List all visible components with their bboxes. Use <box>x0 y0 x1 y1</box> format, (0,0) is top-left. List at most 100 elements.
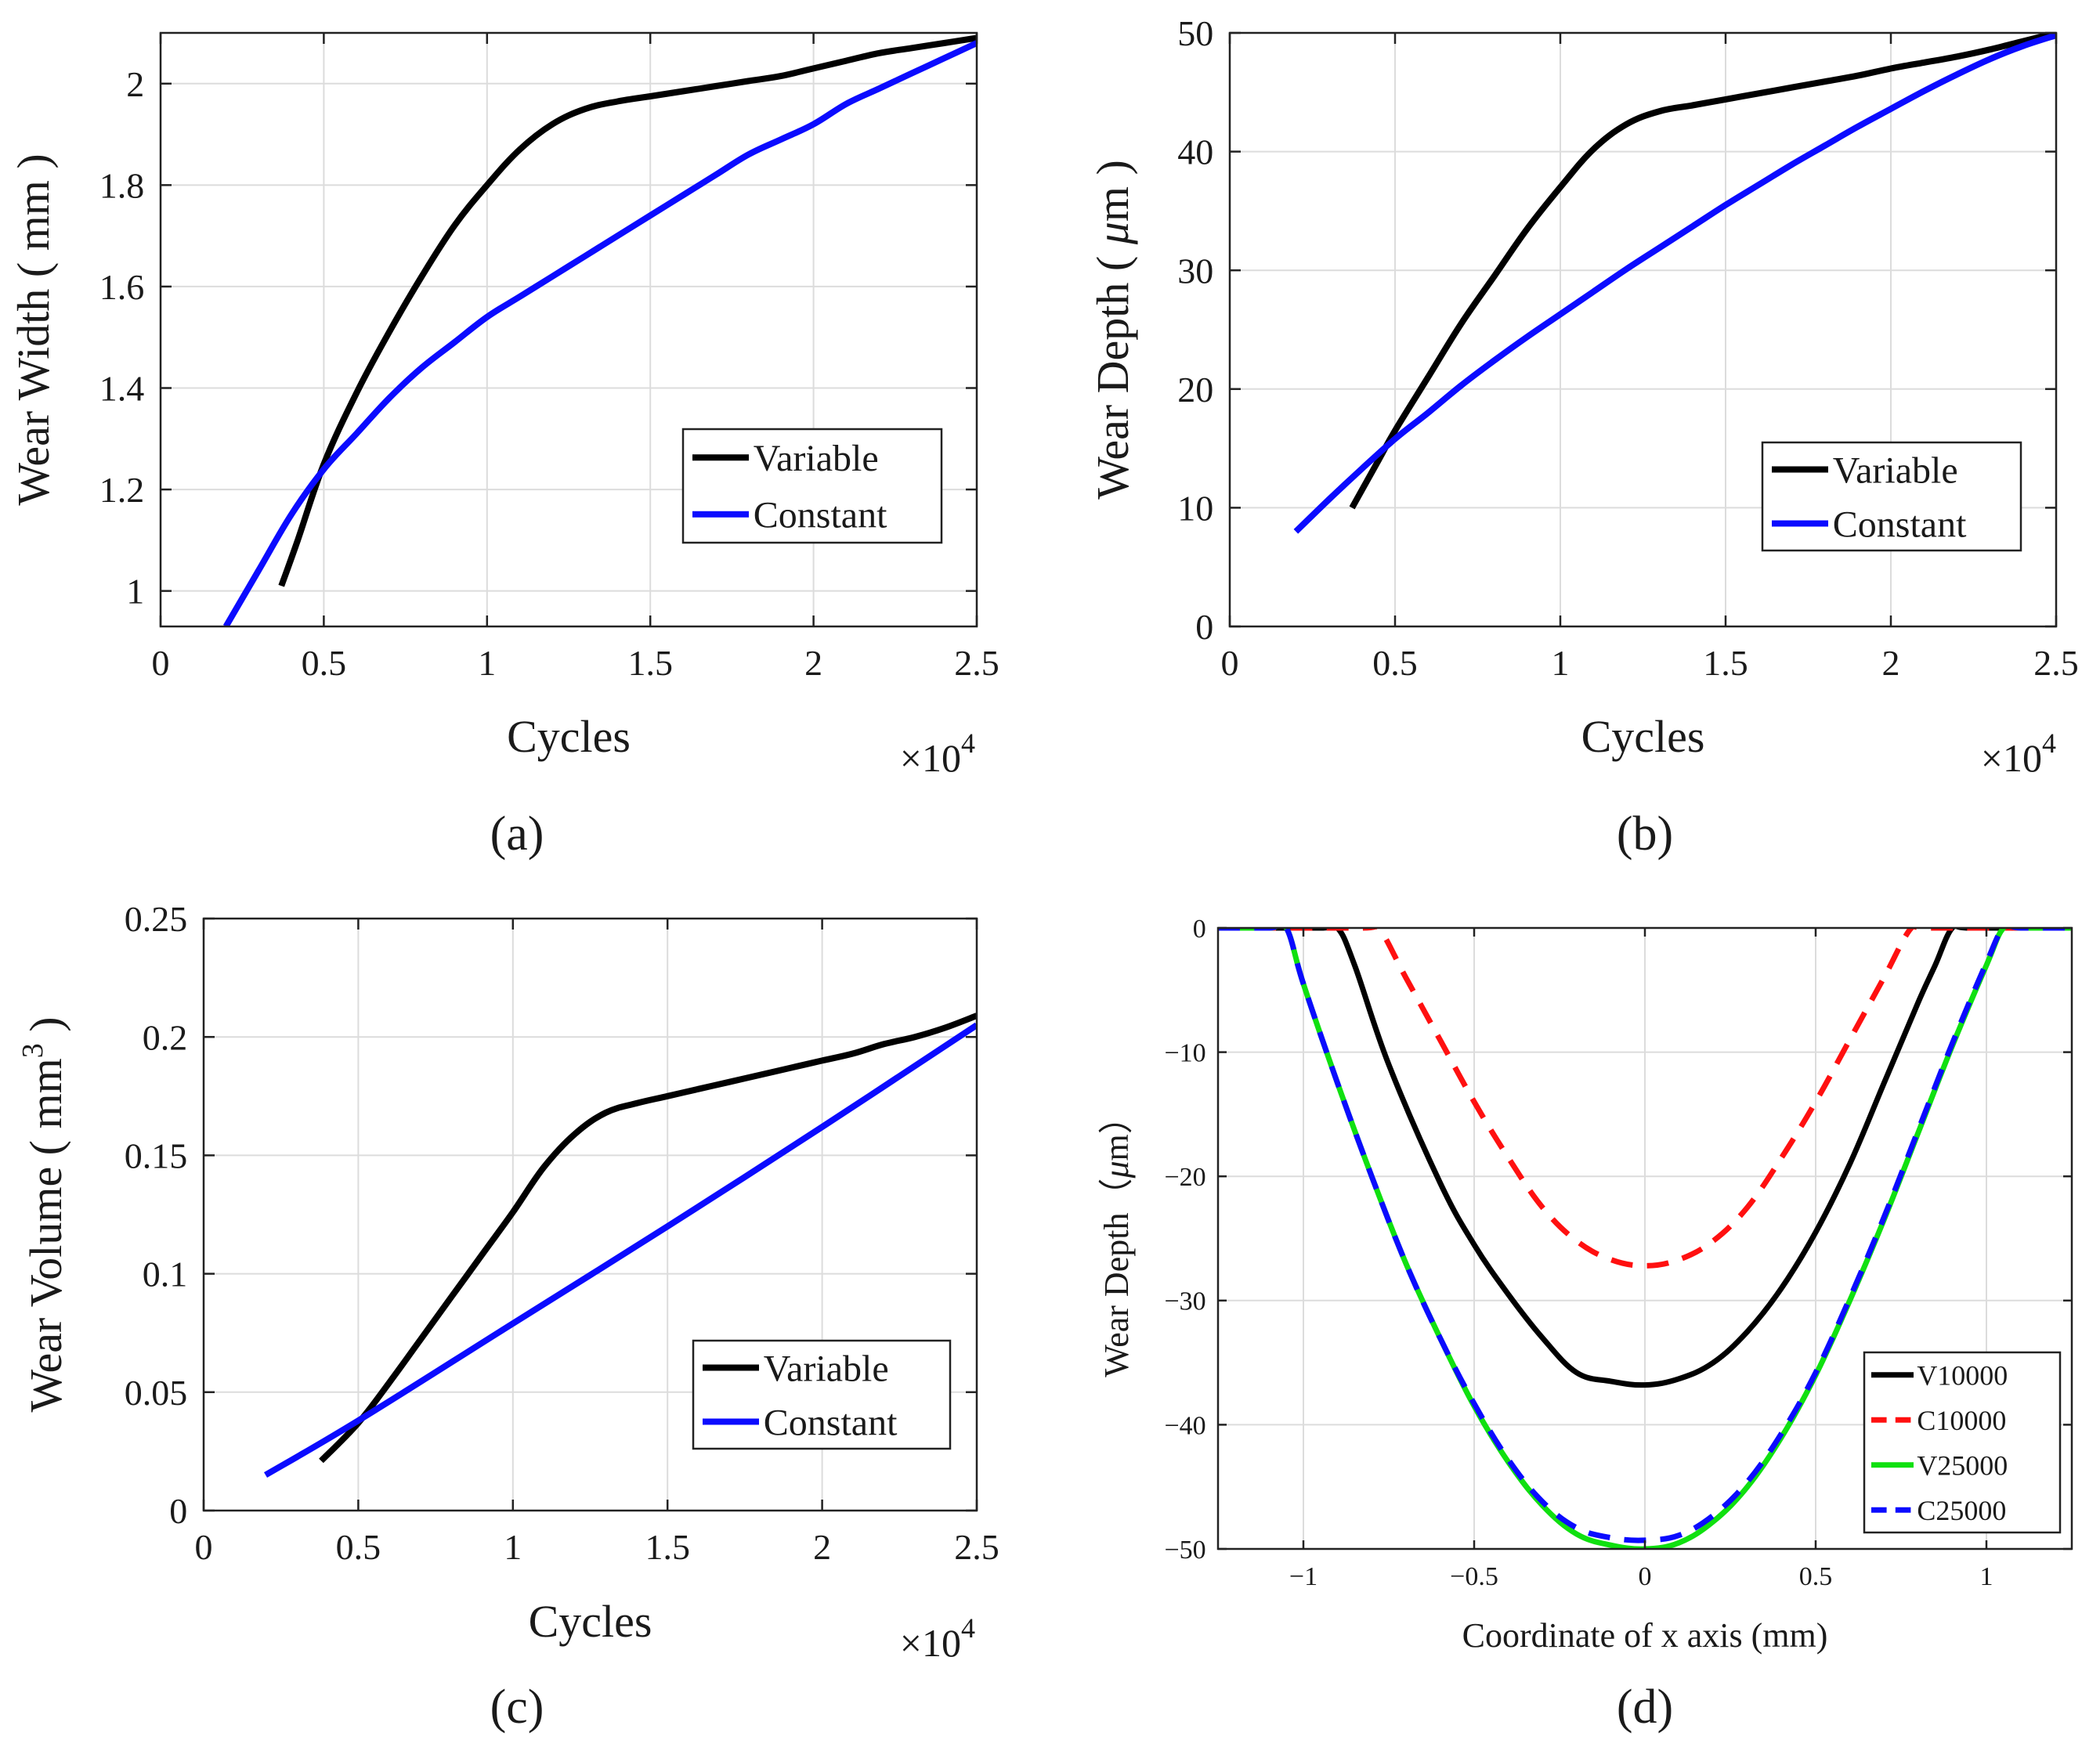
series-line-constant <box>263 1022 977 1478</box>
ticks <box>1218 926 2072 1550</box>
x-exponent-power: 4 <box>961 727 975 759</box>
y-axis-label-superscript: 3 <box>16 1043 49 1058</box>
y-tick-label: 0.25 <box>125 899 188 939</box>
series-line-variable <box>319 1013 977 1464</box>
x-axis-label: Cycles <box>529 1596 652 1647</box>
y-axis-label-end: ) <box>20 1016 71 1043</box>
x-tick-label: 0.5 <box>1372 643 1418 683</box>
legend-label-variable: Variable <box>764 1348 889 1389</box>
x-tick-label: 1.5 <box>645 1527 690 1567</box>
x-exponent: ×104 <box>900 1612 975 1665</box>
x-tick-label: 1.5 <box>627 643 673 683</box>
legend-box <box>681 428 943 544</box>
x-axis-label: Cycles <box>1581 711 1705 762</box>
x-tick-label: −1 <box>1289 1562 1317 1591</box>
chart-panel-a: 0 0.5 1 1.5 2 2.5 1 1.2 1.4 1.6 1.8 2 Cycles ×104 Wear… <box>8 31 999 861</box>
y-axis-label: Wear Width ( mm ) <box>8 153 59 505</box>
x-tick-label: −0.5 <box>1450 1562 1498 1591</box>
legend-box <box>1761 441 2022 552</box>
y-tick-label: 2 <box>126 64 144 104</box>
y-tick-label: 0 <box>1193 915 1206 944</box>
legend-label-v10000: V10000 <box>1917 1359 2008 1391</box>
legend-label-constant: Constant <box>764 1402 898 1443</box>
x-tick-label: 1 <box>1552 643 1570 683</box>
panel-label: (b) <box>1617 807 1673 861</box>
series-line-variable <box>1349 33 2056 510</box>
legend-box <box>692 1339 952 1450</box>
axes-box <box>1228 31 2058 628</box>
x-tick-label: 2.5 <box>954 643 999 683</box>
x-exponent-power: 4 <box>2042 727 2056 759</box>
y-tick-label: −40 <box>1165 1411 1206 1440</box>
y-axis-label: Wear Depth ( μm ) <box>1087 160 1138 500</box>
x-tick-label: 1 <box>478 643 496 683</box>
x-tick-label: 0.5 <box>336 1527 381 1567</box>
legend: Variable Constant <box>681 428 943 544</box>
x-axis-label: Coordinate of x axis (mm) <box>1462 1616 1828 1655</box>
legend-label-c10000: C10000 <box>1917 1405 2006 1436</box>
series-group <box>1293 33 2056 534</box>
legend: Variable Constant <box>692 1339 952 1450</box>
chart-panel-b: 0 0.5 1 1.5 2 2.5 0 10 20 30 40 50 Cycles ×104 Wear De… <box>1087 13 2079 861</box>
x-exponent-base: ×10 <box>1981 736 2042 780</box>
series-line-constant <box>1293 33 2056 534</box>
panel-label: (d) <box>1617 1680 1673 1734</box>
x-tick-label: 0 <box>152 643 170 683</box>
y-tick-label: 1.4 <box>99 369 145 409</box>
legend: V10000 C10000 V25000 C25000 <box>1863 1351 2062 1534</box>
chart-panel-d: −1 −0.5 0 0.5 1 −50 −40 −30 −20 −10 0 Coordinate of… <box>1097 915 2073 1734</box>
y-tick-label: 10 <box>1177 489 1213 529</box>
y-tick-label: 1.8 <box>99 165 145 205</box>
y-axis-label: Wear Volume ( mm3 ) <box>16 1016 71 1412</box>
series-line-constant <box>222 40 977 626</box>
x-tick-label: 1.5 <box>1703 643 1748 683</box>
y-tick-label: −10 <box>1165 1039 1206 1068</box>
y-tick-label: −30 <box>1165 1287 1206 1316</box>
legend: Variable Constant <box>1761 441 2022 552</box>
x-exponent-base: ×10 <box>900 1621 961 1665</box>
x-tick-label: 1 <box>1980 1562 1993 1591</box>
ticks <box>202 917 978 1512</box>
y-axis-label-mu: μ <box>1097 1161 1136 1179</box>
x-tick-label: 0 <box>195 1527 213 1567</box>
y-tick-label: 40 <box>1177 132 1213 172</box>
panel-label: (a) <box>490 807 544 861</box>
ticks <box>1228 31 2058 628</box>
legend-label-constant: Constant <box>1833 504 1967 545</box>
y-tick-label: 0.1 <box>143 1254 188 1294</box>
x-tick-label: 0 <box>1639 1562 1652 1591</box>
y-tick-label: 0 <box>1195 607 1213 647</box>
y-axis-label-rest: m ) <box>1087 160 1138 222</box>
y-tick-label: 1.6 <box>99 267 145 307</box>
series-line-v10000 <box>1218 928 2072 1388</box>
y-axis-label-main: Wear Depth ( <box>1087 244 1138 499</box>
grid <box>1218 928 2072 1549</box>
series-line-c25000 <box>1218 928 2072 1543</box>
x-tick-label: 2 <box>804 643 822 683</box>
y-tick-label: 0.05 <box>125 1373 188 1413</box>
y-axis-label: Wear Depth（μm） <box>1097 1099 1136 1377</box>
y-axis-label-main: Wear Depth（ <box>1097 1179 1136 1377</box>
legend-label-constant: Constant <box>754 495 887 536</box>
legend-label-v25000: V25000 <box>1917 1449 2008 1481</box>
x-axis-label: Cycles <box>507 711 631 762</box>
x-tick-label: 1 <box>504 1527 522 1567</box>
series-group <box>222 34 977 626</box>
y-tick-label: 0.2 <box>143 1017 188 1057</box>
x-exponent: ×104 <box>900 727 975 780</box>
legend-label-c25000: C25000 <box>1917 1495 2006 1526</box>
axes-box <box>202 917 978 1512</box>
grid <box>161 33 977 626</box>
y-tick-label: −20 <box>1165 1163 1206 1192</box>
ticks <box>159 33 978 626</box>
y-tick-label: −50 <box>1165 1536 1206 1565</box>
y-axis-label-main: Wear Volume ( mm <box>20 1058 71 1412</box>
x-exponent-base: ×10 <box>900 736 961 780</box>
x-exponent: ×104 <box>1981 727 2056 780</box>
legend-label-variable: Variable <box>1833 449 1958 491</box>
x-tick-label: 0 <box>1221 643 1239 683</box>
series-line-variable <box>278 34 977 587</box>
legend-box <box>1863 1351 2062 1534</box>
y-tick-label: 0 <box>169 1491 187 1531</box>
x-tick-label: 2.5 <box>2033 643 2079 683</box>
